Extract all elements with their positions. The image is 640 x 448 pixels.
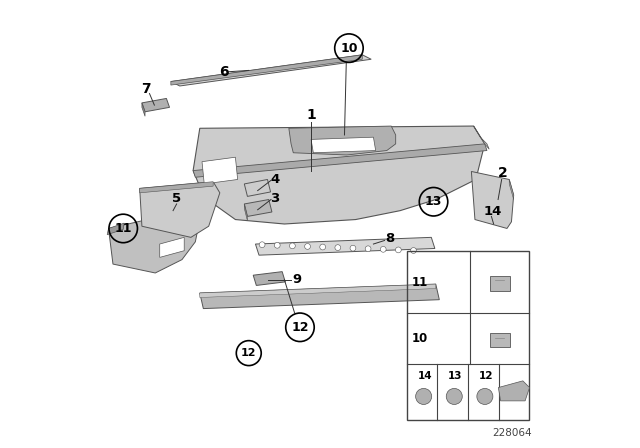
Polygon shape xyxy=(142,99,170,112)
Text: 11: 11 xyxy=(115,222,132,235)
Circle shape xyxy=(380,246,386,252)
Text: 2: 2 xyxy=(498,166,508,180)
Polygon shape xyxy=(109,211,200,273)
Polygon shape xyxy=(474,126,489,149)
Text: 12: 12 xyxy=(291,321,308,334)
Circle shape xyxy=(365,246,371,252)
Circle shape xyxy=(415,388,431,405)
Text: 11: 11 xyxy=(412,276,428,289)
Polygon shape xyxy=(289,126,396,155)
Polygon shape xyxy=(253,271,285,285)
Polygon shape xyxy=(200,284,439,309)
Polygon shape xyxy=(244,204,248,221)
Text: 1: 1 xyxy=(306,108,316,122)
Polygon shape xyxy=(142,103,145,116)
Text: 4: 4 xyxy=(270,172,279,185)
Text: 8: 8 xyxy=(386,232,395,245)
Polygon shape xyxy=(107,223,124,235)
Bar xyxy=(490,333,509,347)
Circle shape xyxy=(396,247,401,253)
Text: 14: 14 xyxy=(483,206,502,219)
Polygon shape xyxy=(171,55,371,86)
Circle shape xyxy=(289,243,295,249)
Text: 13: 13 xyxy=(425,195,442,208)
Circle shape xyxy=(275,242,280,248)
Polygon shape xyxy=(499,381,529,401)
Text: 9: 9 xyxy=(292,273,301,286)
Circle shape xyxy=(335,245,340,250)
Polygon shape xyxy=(193,144,487,177)
Polygon shape xyxy=(311,137,376,153)
Text: 3: 3 xyxy=(270,192,279,205)
Circle shape xyxy=(350,246,356,251)
Text: 228064: 228064 xyxy=(492,428,531,438)
Polygon shape xyxy=(200,284,436,297)
Circle shape xyxy=(320,244,326,250)
Circle shape xyxy=(446,388,462,405)
Polygon shape xyxy=(472,172,514,228)
Text: 13: 13 xyxy=(448,371,463,381)
Circle shape xyxy=(259,242,265,248)
Polygon shape xyxy=(160,237,184,258)
Polygon shape xyxy=(140,182,213,193)
Circle shape xyxy=(477,388,493,405)
Polygon shape xyxy=(244,199,272,216)
Bar xyxy=(490,276,509,291)
Polygon shape xyxy=(255,237,435,255)
Text: 7: 7 xyxy=(141,82,151,96)
Polygon shape xyxy=(509,180,514,199)
Polygon shape xyxy=(140,182,220,237)
Text: 12: 12 xyxy=(241,348,257,358)
Text: 10: 10 xyxy=(412,332,428,345)
Circle shape xyxy=(305,244,310,250)
Polygon shape xyxy=(202,157,237,184)
Polygon shape xyxy=(171,55,362,85)
Text: 12: 12 xyxy=(479,371,493,381)
Text: 10: 10 xyxy=(340,42,358,55)
Circle shape xyxy=(411,248,417,254)
Bar xyxy=(407,251,529,420)
Polygon shape xyxy=(244,180,271,196)
Text: 5: 5 xyxy=(172,192,181,205)
Polygon shape xyxy=(193,126,484,224)
Text: 6: 6 xyxy=(219,65,228,79)
Text: 14: 14 xyxy=(417,371,432,381)
